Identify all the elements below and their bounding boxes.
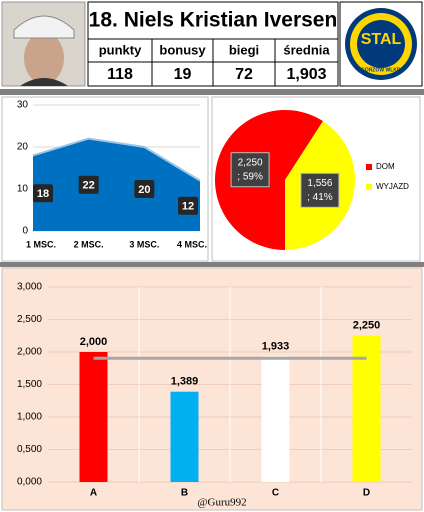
data-label: 1,933	[262, 340, 290, 352]
data-label-box	[78, 175, 99, 194]
data-label-box	[33, 184, 53, 203]
area-line	[32, 137, 201, 182]
bar-panel	[1, 267, 423, 511]
stat-value: 1,903	[286, 66, 326, 83]
header-table	[87, 1, 339, 87]
stat-label: biegi	[229, 42, 259, 57]
percent-label: ; 41%	[307, 192, 333, 203]
x-tick-label: 3 MSC.	[129, 239, 159, 249]
data-label-box	[178, 196, 198, 215]
x-tick-label: D	[363, 488, 370, 499]
y-tick-label: 1,500	[17, 379, 42, 390]
data-label: 2,250	[353, 320, 381, 332]
y-tick-label: 3,000	[17, 282, 42, 293]
bar	[261, 356, 290, 482]
y-tick-label: 10	[17, 184, 29, 195]
x-tick-label: C	[272, 488, 279, 499]
x-tick-label: A	[90, 488, 97, 499]
title: 18. Niels Kristian Iversen	[89, 9, 338, 32]
data-label: 22	[83, 180, 95, 192]
bar	[79, 352, 108, 482]
divider	[0, 262, 424, 267]
y-tick-label: 2,500	[17, 314, 42, 325]
data-label-box	[300, 172, 340, 208]
photo	[1, 1, 86, 87]
y-tick-label: 0,000	[17, 477, 42, 488]
legend-label: WYJAZD	[376, 182, 409, 191]
legend-swatch	[366, 164, 372, 170]
legend-label: DOM	[376, 162, 395, 171]
stat-label: średnia	[283, 42, 330, 57]
percent-label: ; 59%	[237, 171, 263, 182]
logo-text: STAL	[361, 31, 402, 48]
legend-swatch	[366, 184, 372, 190]
stat-value: 19	[174, 66, 192, 83]
logo-subtext: GORZÓW WLKP.	[361, 65, 402, 73]
data-label: 2,250	[238, 157, 263, 168]
x-tick-label: 2 MSC.	[74, 239, 104, 249]
data-label: 1,389	[171, 376, 199, 388]
y-tick-label: 1,000	[17, 412, 42, 423]
divider	[0, 89, 424, 95]
data-label-box	[230, 152, 270, 188]
data-label-box	[134, 180, 155, 198]
y-tick-label: 30	[17, 100, 29, 111]
bar	[170, 391, 199, 482]
data-label: 1,556	[307, 178, 332, 189]
y-tick-label: 0,500	[17, 444, 42, 455]
stat-label: bonusy	[159, 42, 206, 57]
logo	[339, 1, 423, 87]
data-label: 18	[37, 188, 49, 200]
footer: @Guru992	[197, 497, 246, 509]
stat-label: punkty	[99, 42, 142, 57]
x-tick-label: 1 MSC.	[26, 239, 56, 249]
data-label: 2,000	[80, 336, 108, 348]
data-label: 12	[182, 201, 194, 213]
bar	[352, 335, 381, 482]
x-tick-label: B	[181, 488, 188, 499]
y-tick-label: 20	[17, 142, 29, 153]
y-tick-label: 0	[22, 226, 28, 237]
stat-value: 72	[235, 66, 253, 83]
x-tick-label: 4 MSC.	[177, 239, 207, 249]
area	[33, 138, 200, 231]
stat-value: 118	[107, 66, 133, 83]
data-label: 20	[138, 184, 150, 196]
y-tick-label: 2,000	[17, 347, 42, 358]
